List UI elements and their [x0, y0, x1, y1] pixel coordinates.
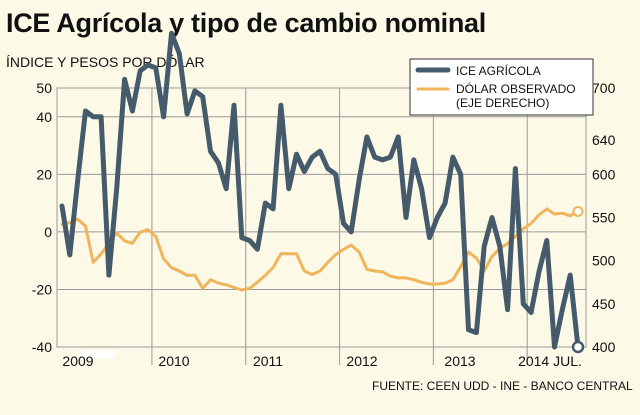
y-left-tick-label: 20: [36, 166, 52, 182]
y-right-tick-label: 450: [592, 296, 616, 312]
legend-label-dolar-line2: (EJE DERECHO): [456, 96, 549, 110]
x-tick-label: 2012: [346, 353, 377, 369]
end-marker-dolar: [572, 205, 584, 217]
y-right-tick-label: 700: [592, 80, 616, 96]
right-axis: 700 640 600 550 500 450 400: [592, 80, 616, 355]
x-tick-label: 2011: [253, 353, 283, 369]
x-tick-label: 2009: [62, 353, 93, 369]
gridlines: [56, 87, 587, 365]
y-right-tick-label: 400: [592, 339, 616, 355]
y-left-tick-label: -40: [32, 339, 52, 355]
axis-notch: [82, 350, 115, 358]
legend-label-ice: ICE AGRÍCOLA: [456, 63, 541, 78]
y-left-tick-label: 0: [44, 224, 52, 240]
chart-title: ICE Agrícola y tipo de cambio nominal: [6, 8, 486, 38]
legend: ICE AGRÍCOLA DÓLAR OBSERVADO (EJE DERECH…: [409, 58, 594, 116]
y-right-tick-label: 500: [592, 253, 616, 269]
legend-label-dolar-line1: DÓLAR OBSERVADO: [456, 81, 576, 96]
y-left-tick-label: 40: [36, 109, 52, 125]
series-line-ice: [59, 30, 581, 350]
y-right-tick-label: 640: [592, 132, 616, 148]
y-right-tick-label: 600: [592, 166, 616, 182]
y-right-tick-label: 550: [592, 210, 616, 226]
x-axis: 2009 2010 2011 2012 2013 2014 JUL.: [62, 353, 581, 369]
series-lines: [59, 30, 585, 354]
x-tick-label: 2010: [158, 353, 189, 369]
source-note: FUENTE: CEEN UDD - INE - BANCO CENTRAL: [372, 379, 633, 393]
end-marker-ice: [571, 340, 585, 354]
legend-label-dolar: DÓLAR OBSERVADO (EJE DERECHO): [456, 81, 579, 110]
x-tick-label: 2013: [444, 353, 475, 369]
series-line-dolar: [60, 207, 580, 292]
y-left-tick-label: -20: [32, 281, 52, 297]
y-left-tick-label: 50: [36, 80, 52, 96]
x-tick-label: 2014 JUL.: [518, 353, 582, 369]
plot-frame: [56, 87, 587, 348]
left-axis: 50 40 20 0 -20 -40: [32, 80, 52, 355]
